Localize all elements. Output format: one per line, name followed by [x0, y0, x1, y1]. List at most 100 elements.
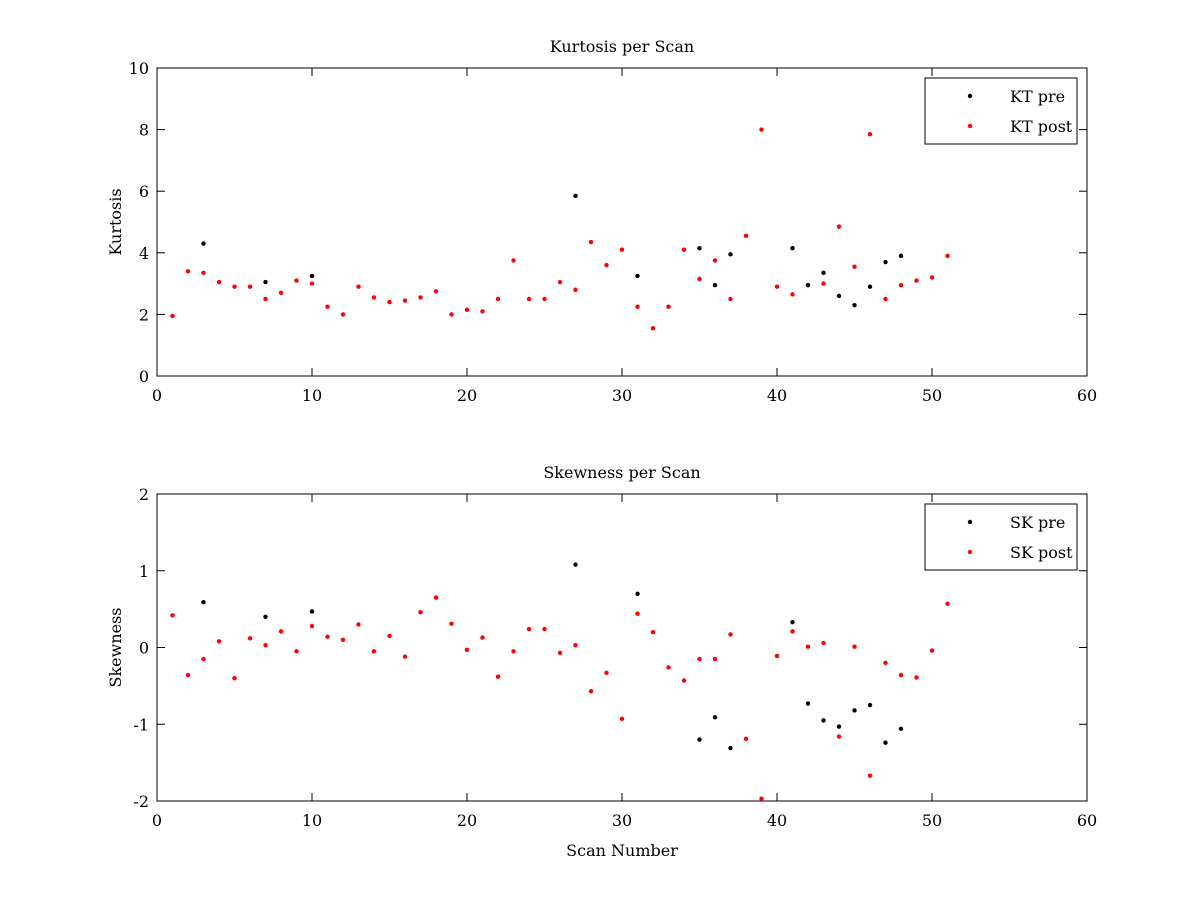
chart1-data-point: [557, 279, 563, 285]
chart2-legend: SK pre SK post: [924, 503, 1078, 571]
chart2-data-point: [216, 639, 222, 644]
chart2-data-point: [418, 609, 423, 615]
chart2-data-point: [294, 649, 299, 654]
chart2-data-point: [914, 675, 919, 680]
chart1-x-tick-label: 10: [302, 386, 322, 405]
chart1-data-point: [480, 309, 485, 314]
chart1-data-point: [945, 253, 950, 259]
chart1-data-point: [697, 276, 702, 282]
chart2-x-tick-label: 0: [152, 811, 162, 830]
chart1-data-point: [712, 282, 718, 288]
chart1-data-point: [309, 281, 315, 286]
chart1-data-point: [573, 287, 578, 292]
chart1-data-point: [511, 258, 516, 263]
chart1-data-point: [201, 270, 206, 276]
chart2-data-point: [805, 701, 811, 706]
chart1-y-tick-label: 10: [129, 59, 149, 78]
chart1-x-tick-label: 20: [457, 386, 477, 405]
chart1-y-tick-label: 4: [139, 244, 149, 263]
chart1-data-point: [728, 252, 733, 257]
chart1-data-point: [898, 253, 904, 259]
chart2-data-point: [542, 626, 547, 632]
chart2-title: Skewness per Scan: [543, 463, 700, 482]
chart1-legend: KT pre KT post: [924, 77, 1078, 145]
chart2-data-point: [340, 637, 346, 643]
chart2-data-point: [728, 632, 733, 637]
chart2-data-point: [309, 609, 315, 614]
chart1-data-point: [356, 284, 361, 289]
chart2-y-tick-label: 2: [139, 485, 149, 504]
chart2-data-point: [883, 740, 888, 745]
chart2-data-point: [852, 708, 857, 713]
chart2-data-point: [759, 796, 764, 801]
chart2-data-point: [588, 689, 594, 694]
chart2-data-point: [821, 640, 826, 646]
chart2-data-point: [433, 595, 439, 600]
chart2-data-point: [821, 718, 826, 723]
chart2-data-point: [402, 654, 408, 659]
chart2-data-point: [247, 636, 253, 641]
chart2-data-point: [836, 724, 842, 729]
chart1-data-point: [449, 312, 454, 317]
chart2-data-point: [867, 773, 873, 778]
chart2-data-point: [774, 653, 780, 659]
chart2-data-point: [201, 656, 206, 662]
chart1-x-tick-label: 60: [1077, 386, 1097, 405]
chart2-x-tick-label: 10: [302, 811, 322, 830]
chart2-data-point: [371, 649, 377, 654]
chart1-data-point: [371, 295, 377, 300]
chart1-data-point: [898, 282, 904, 288]
chart2-data-point: [325, 634, 330, 639]
chart1-y-tick-label: 8: [139, 121, 149, 140]
chart1-x-tick-label: 40: [767, 386, 787, 405]
chart1-data-point: [867, 132, 873, 137]
chart2-legend-marker: [967, 549, 973, 555]
chart2-data-point: [387, 633, 392, 639]
chart2-data-point: [449, 621, 454, 626]
chart2-data-point: [929, 648, 935, 653]
chart1-data-point: [278, 290, 284, 296]
chart2-series-post: [170, 595, 950, 801]
chart2-data-point: [201, 600, 206, 605]
chart2-data-point: [464, 647, 470, 653]
chart1-data-point: [309, 273, 315, 279]
chart1-data-point: [418, 295, 423, 300]
chart2-data-point: [495, 674, 501, 679]
chart1-data-point: [805, 282, 811, 288]
chart1-data-point: [650, 326, 656, 331]
chart1-data-point: [867, 284, 873, 289]
chart1-legend-box: [924, 77, 1078, 145]
chart2-data-point: [883, 660, 888, 666]
chart1-x-tick-label: 0: [152, 386, 162, 405]
chart2-data-point: [852, 644, 857, 649]
chart2-data-point: [309, 623, 315, 629]
chart1-data-point: [216, 279, 222, 285]
chart1-data-point: [852, 302, 857, 308]
chart1-data-point: [836, 293, 842, 299]
chart1-data-point: [821, 281, 826, 286]
chart2: 0 10 20 30 40 50 60 -2 -1 0 1 2 Skewness per Scan Ske…: [106, 463, 1097, 860]
chart2-y-tick-label: -2: [133, 792, 149, 811]
chart1-title: Kurtosis per Scan: [550, 37, 694, 56]
chart1-data-point: [728, 296, 733, 302]
chart1-x-tick-label: 30: [612, 386, 632, 405]
chart1-data-point: [697, 245, 702, 251]
chart1-data-point: [681, 247, 687, 252]
chart1-data-point: [201, 241, 206, 246]
chart1-x-tick-label: 50: [922, 386, 942, 405]
chart2-y-axis-label: Skewness: [106, 607, 125, 687]
chart2-x-tick-label: 20: [457, 811, 477, 830]
chart1-series-pre: [201, 193, 904, 308]
chart1-data-point: [604, 262, 609, 268]
chart1-series-post: [170, 127, 950, 331]
chart2-data-point: [697, 656, 702, 662]
chart1-y-tick-label: 6: [139, 182, 149, 201]
chart2-data-point: [898, 726, 904, 732]
chart1-data-point: [526, 296, 532, 302]
chart1-y-tick-label: 2: [139, 305, 149, 324]
chart1-data-point: [464, 307, 470, 312]
chart1-data-point: [759, 127, 764, 132]
chart1-legend-label: KT pre: [1010, 87, 1065, 106]
chart2-data-point: [790, 629, 795, 634]
